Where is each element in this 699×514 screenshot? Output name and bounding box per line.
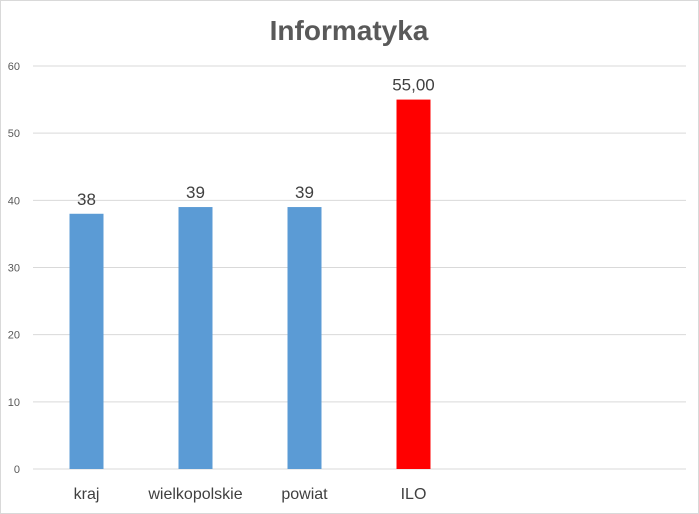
y-tick-label: 0 xyxy=(14,464,20,476)
x-axis-categories: kraj wielkopolskie powiat ILO xyxy=(74,486,427,503)
bar-ilo xyxy=(396,99,431,469)
x-category-label: wielkopolskie xyxy=(147,486,242,503)
y-tick-label: 30 xyxy=(8,263,20,275)
bars xyxy=(69,99,431,470)
data-label: 55,00 xyxy=(392,76,435,95)
y-tick-label: 20 xyxy=(8,330,20,342)
y-tick-label: 40 xyxy=(8,195,20,207)
x-category-label: powiat xyxy=(281,486,328,503)
bar-powiat xyxy=(287,207,322,470)
y-axis-ticks: 0 10 20 30 40 50 60 xyxy=(8,61,20,476)
y-tick-label: 10 xyxy=(8,397,20,409)
data-label: 39 xyxy=(186,183,205,202)
x-category-label: ILO xyxy=(401,486,427,503)
gridlines xyxy=(33,65,686,470)
y-tick-label: 60 xyxy=(8,61,20,73)
data-label: 39 xyxy=(295,183,314,202)
data-labels: 38 39 39 55,00 xyxy=(77,76,435,209)
x-category-label: kraj xyxy=(74,486,100,503)
data-label: 38 xyxy=(77,190,96,209)
bar-kraj xyxy=(69,213,104,469)
y-tick-label: 50 xyxy=(8,128,20,140)
bar-wielkopolskie xyxy=(178,207,213,470)
chart-title: Informatyka xyxy=(270,15,429,46)
